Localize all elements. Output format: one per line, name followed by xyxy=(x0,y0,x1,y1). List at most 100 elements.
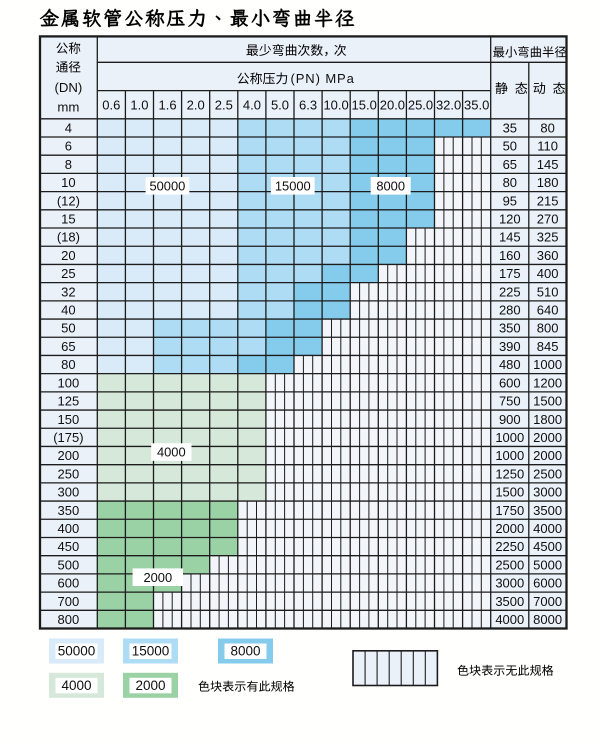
svg-text:2.5: 2.5 xyxy=(215,97,233,112)
svg-text:350: 350 xyxy=(499,321,521,336)
svg-text:2000: 2000 xyxy=(495,521,524,536)
svg-text:250: 250 xyxy=(58,466,80,481)
svg-text:100: 100 xyxy=(58,375,80,390)
svg-text:50: 50 xyxy=(503,139,517,154)
svg-text:2000: 2000 xyxy=(533,448,562,463)
svg-text:4000: 4000 xyxy=(157,445,186,460)
svg-text:3500: 3500 xyxy=(533,503,562,518)
svg-text:600: 600 xyxy=(58,576,80,591)
svg-text:110: 110 xyxy=(537,139,558,154)
svg-text:5.0: 5.0 xyxy=(271,97,289,112)
svg-text:1.0: 1.0 xyxy=(130,97,148,112)
svg-text:750: 750 xyxy=(499,394,521,409)
svg-text:175: 175 xyxy=(499,266,521,281)
svg-text:2250: 2250 xyxy=(495,539,524,554)
svg-text:8: 8 xyxy=(65,157,72,172)
svg-text:65: 65 xyxy=(503,157,517,172)
svg-text:6.3: 6.3 xyxy=(299,97,317,112)
svg-text:145: 145 xyxy=(499,230,521,245)
svg-text:400: 400 xyxy=(58,521,80,536)
svg-text:80: 80 xyxy=(540,121,554,136)
svg-text:8000: 8000 xyxy=(376,178,405,193)
svg-text:1750: 1750 xyxy=(495,503,524,518)
svg-text:350: 350 xyxy=(58,503,80,518)
svg-text:1500: 1500 xyxy=(533,394,562,409)
svg-text:80: 80 xyxy=(61,357,75,372)
svg-text:50: 50 xyxy=(61,321,75,336)
svg-text:390: 390 xyxy=(499,339,521,354)
svg-text:(12): (12) xyxy=(57,193,80,208)
svg-text:215: 215 xyxy=(537,193,559,208)
svg-text:125: 125 xyxy=(58,394,80,409)
svg-text:270: 270 xyxy=(537,212,559,227)
svg-text:(PN) MPa: (PN) MPa xyxy=(291,71,355,86)
svg-text:15000: 15000 xyxy=(132,644,170,659)
svg-text:25: 25 xyxy=(61,266,75,281)
svg-text:280: 280 xyxy=(499,303,521,318)
svg-text:80: 80 xyxy=(503,175,517,190)
svg-text:2.0: 2.0 xyxy=(187,97,205,112)
svg-text:500: 500 xyxy=(58,557,80,572)
svg-text:510: 510 xyxy=(537,284,559,299)
svg-text:2000: 2000 xyxy=(533,430,562,445)
svg-text:145: 145 xyxy=(537,157,559,172)
svg-text:40: 40 xyxy=(61,303,75,318)
svg-text:mm: mm xyxy=(57,99,79,114)
svg-text:50000: 50000 xyxy=(58,644,96,659)
svg-text:8000: 8000 xyxy=(533,612,562,627)
svg-text:(DN): (DN) xyxy=(54,80,82,95)
svg-text:4: 4 xyxy=(65,121,72,136)
svg-text:900: 900 xyxy=(499,412,521,427)
svg-text:6: 6 xyxy=(65,139,72,154)
svg-text:1200: 1200 xyxy=(533,375,562,390)
svg-text:1000: 1000 xyxy=(533,357,562,372)
svg-text:65: 65 xyxy=(61,339,75,354)
svg-text:4000: 4000 xyxy=(61,678,91,693)
svg-text:180: 180 xyxy=(537,175,559,190)
svg-text:0.6: 0.6 xyxy=(102,97,120,112)
svg-text:20.0: 20.0 xyxy=(380,97,405,112)
svg-text:400: 400 xyxy=(537,266,559,281)
svg-text:2000: 2000 xyxy=(143,570,172,585)
svg-text:3500: 3500 xyxy=(495,594,524,609)
svg-text:25.0: 25.0 xyxy=(408,97,433,112)
svg-text:(175): (175) xyxy=(53,430,83,445)
svg-text:15: 15 xyxy=(61,212,75,227)
svg-text:32: 32 xyxy=(61,284,75,299)
svg-text:600: 600 xyxy=(499,375,521,390)
svg-text:1000: 1000 xyxy=(495,430,524,445)
svg-text:800: 800 xyxy=(537,321,559,336)
svg-text:120: 120 xyxy=(499,212,521,227)
svg-text:325: 325 xyxy=(537,230,559,245)
svg-text:15000: 15000 xyxy=(275,178,311,193)
svg-text:95: 95 xyxy=(503,193,517,208)
svg-text:5000: 5000 xyxy=(533,557,562,572)
svg-text:1000: 1000 xyxy=(495,448,524,463)
svg-text:(18): (18) xyxy=(57,230,80,245)
svg-text:225: 225 xyxy=(499,284,521,299)
svg-text:8000: 8000 xyxy=(230,644,260,659)
svg-text:50000: 50000 xyxy=(149,178,185,193)
svg-text:360: 360 xyxy=(537,248,559,263)
svg-text:6000: 6000 xyxy=(533,576,562,591)
svg-text:845: 845 xyxy=(537,339,559,354)
svg-text:10: 10 xyxy=(61,175,75,190)
svg-text:2500: 2500 xyxy=(495,557,524,572)
svg-text:200: 200 xyxy=(58,448,80,463)
svg-text:450: 450 xyxy=(58,539,80,554)
svg-text:150: 150 xyxy=(58,412,80,427)
svg-text:700: 700 xyxy=(58,594,80,609)
svg-text:2000: 2000 xyxy=(135,678,165,693)
svg-text:35: 35 xyxy=(503,121,517,136)
svg-text:300: 300 xyxy=(58,485,80,500)
svg-text:10.0: 10.0 xyxy=(323,97,348,112)
svg-text:32.0: 32.0 xyxy=(436,97,461,112)
svg-text:3000: 3000 xyxy=(495,576,524,591)
svg-text:160: 160 xyxy=(499,248,521,263)
svg-text:4.0: 4.0 xyxy=(243,97,261,112)
svg-text:4000: 4000 xyxy=(495,612,524,627)
svg-text:1.6: 1.6 xyxy=(159,97,177,112)
svg-text:3000: 3000 xyxy=(533,485,562,500)
svg-text:15.0: 15.0 xyxy=(352,97,377,112)
svg-text:35.0: 35.0 xyxy=(464,97,489,112)
